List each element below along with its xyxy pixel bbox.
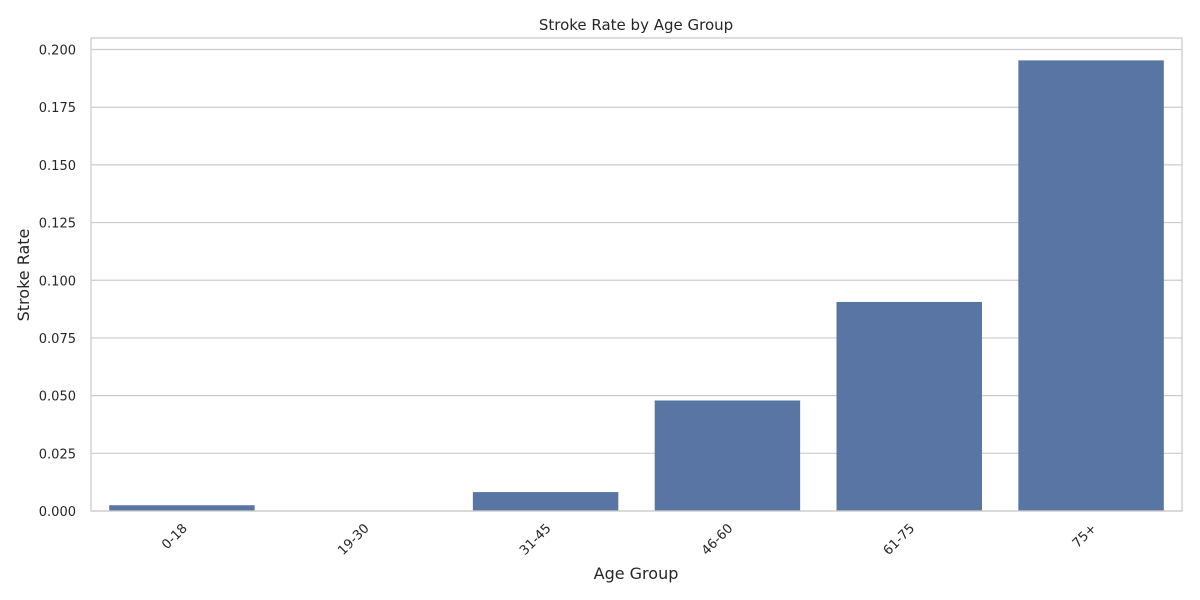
- x-tick-label: 61-75: [881, 521, 918, 558]
- plot-area-frame: [90, 37, 1183, 512]
- chart-title: Stroke Rate by Age Group: [539, 16, 733, 34]
- y-tick-label: 0.125: [39, 217, 76, 232]
- bar-0-18: [109, 505, 255, 511]
- y-tick-label: 0.025: [39, 447, 76, 462]
- y-tick-label: 0.150: [39, 159, 76, 174]
- bar-46-60: [654, 400, 801, 511]
- x-tick-label: 0-18: [159, 521, 190, 552]
- x-tick-label: 31-45: [517, 521, 554, 558]
- y-tick-label: 0.175: [39, 101, 76, 116]
- x-tick-label: 46-60: [699, 521, 736, 558]
- x-tick-label: 19-30: [335, 521, 372, 558]
- x-tick-labels: 0-18 19-30 31-45 46-60 61-75 75+: [159, 521, 1100, 558]
- x-tick-label: 75+: [1070, 521, 1100, 551]
- y-tick-label: 0.200: [39, 44, 76, 59]
- y-tick-label: 0.000: [39, 505, 76, 520]
- y-tick-label: 0.100: [39, 274, 76, 289]
- y-tick-labels: 0.000 0.025 0.050 0.075 0.100 0.125 0.150 0.175…: [39, 44, 76, 520]
- bars: [109, 60, 1164, 511]
- x-axis-label: Age Group: [594, 564, 679, 583]
- y-grid-lines: [91, 48, 1182, 512]
- y-tick-label: 0.050: [39, 390, 76, 405]
- y-tick-label: 0.075: [39, 332, 76, 347]
- bar-75+: [1018, 60, 1164, 511]
- bar-31-45: [472, 492, 619, 511]
- bar-61-75: [836, 301, 982, 511]
- y-axis-label: Stroke Rate: [14, 229, 33, 322]
